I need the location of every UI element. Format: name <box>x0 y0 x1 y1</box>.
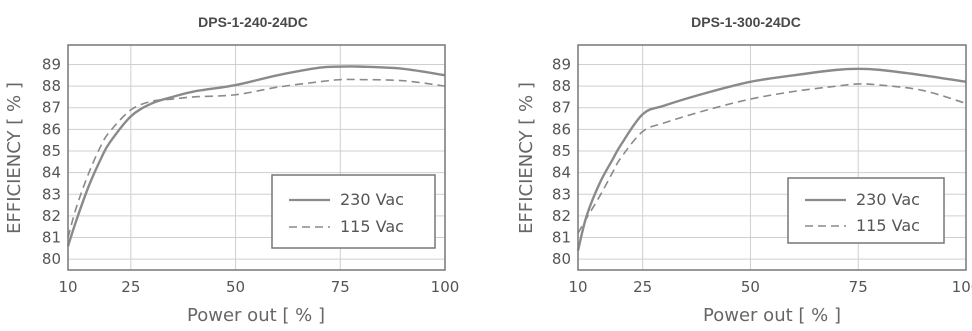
legend-label-230-vac: 230 Vac <box>340 190 404 209</box>
y-tick-label: 83 <box>42 185 61 203</box>
x-tick-labels: 10 25 50 75 100 <box>568 278 972 296</box>
y-tick-label: 83 <box>552 185 571 203</box>
plot-frame <box>577 44 967 271</box>
x-tick-label: 75 <box>849 278 868 296</box>
y-tick-label: 87 <box>42 99 61 117</box>
y-tick-labels: 80 81 82 83 84 85 86 87 88 89 <box>552 55 571 268</box>
y-tick-label: 84 <box>42 164 61 182</box>
y-tick-label: 80 <box>42 250 61 268</box>
x-axis-label: Power out [ % ] <box>703 305 841 326</box>
y-tick-labels: 80 81 82 83 84 85 86 87 88 89 <box>42 55 61 268</box>
series-line-230-vac <box>576 67 967 251</box>
x-tick-label: 25 <box>121 278 140 296</box>
series-line-115-vac <box>577 83 967 234</box>
x-tick-label: 50 <box>226 278 245 296</box>
x-tick-label: 50 <box>741 278 760 296</box>
series-line-230-vac <box>66 65 446 247</box>
y-tick-label: 86 <box>552 120 571 138</box>
legend-label-230-vac: 230 Vac <box>856 190 920 209</box>
y-tick-label: 88 <box>552 77 571 95</box>
x-tick-label: 25 <box>633 278 652 296</box>
y-tick-label: 89 <box>552 55 571 73</box>
y-tick-label: 88 <box>42 77 61 95</box>
x-tick-label: 75 <box>331 278 350 296</box>
efficiency-chart-dps-1-240-24dc: DPS-1-240-24DC 80 81 82 83 84 85 86 87 88 89 10 25… <box>4 14 459 326</box>
y-tick-label: 81 <box>552 229 571 247</box>
efficiency-chart-dps-1-300-24dc: DPS-1-300-24DC 80 81 82 83 84 85 86 87 88 89 10 25… <box>516 14 972 326</box>
x-tick-label: 100 <box>952 278 972 296</box>
chart-title: DPS-1-300-24DC <box>691 14 801 30</box>
y-tick-label: 82 <box>552 207 571 225</box>
series-lines <box>576 67 967 251</box>
series-line-115-vac <box>67 78 446 238</box>
legend: 230 Vac 115 Vac <box>787 177 945 244</box>
y-axis-label: EFFICIENCY [ % ] <box>516 82 537 234</box>
y-tick-label: 87 <box>552 99 571 117</box>
series-lines <box>66 65 446 247</box>
y-tick-label: 82 <box>42 207 61 225</box>
chart-title: DPS-1-240-24DC <box>198 14 308 30</box>
y-tick-label: 80 <box>552 250 571 268</box>
legend-label-115-vac: 115 Vac <box>340 217 404 236</box>
legend-box <box>271 174 436 249</box>
x-axis-label: Power out [ % ] <box>187 305 325 326</box>
y-tick-label: 89 <box>42 55 61 73</box>
legend-box <box>787 177 945 244</box>
x-tick-labels: 10 25 50 75 100 <box>58 278 459 296</box>
y-tick-label: 86 <box>42 120 61 138</box>
y-tick-label: 85 <box>42 142 61 160</box>
x-tick-label: 100 <box>431 278 460 296</box>
y-tick-label: 84 <box>552 164 571 182</box>
y-tick-label: 85 <box>552 142 571 160</box>
x-tick-label: 10 <box>568 278 587 296</box>
legend-label-115-vac: 115 Vac <box>856 216 920 235</box>
x-tick-label: 10 <box>58 278 77 296</box>
y-axis-label: EFFICIENCY [ % ] <box>4 82 25 234</box>
y-tick-label: 81 <box>42 229 61 247</box>
legend: 230 Vac 115 Vac <box>271 174 436 249</box>
plot-frame <box>67 44 446 271</box>
